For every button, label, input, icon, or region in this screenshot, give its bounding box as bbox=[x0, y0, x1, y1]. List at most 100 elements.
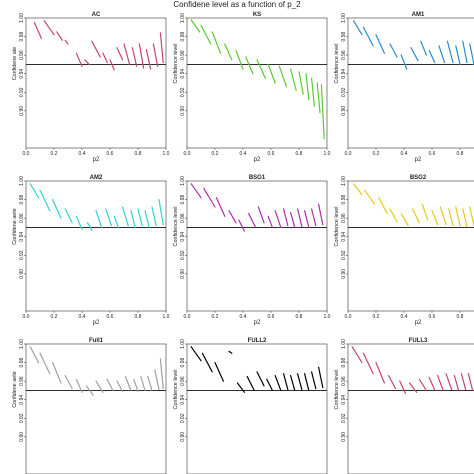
y-axis-label: Confidence level bbox=[173, 370, 179, 410]
y-tick-label: 1.00 bbox=[180, 176, 186, 186]
y-tick-label: 0.96 bbox=[341, 376, 347, 386]
series-segment bbox=[75, 215, 83, 230]
series-segment bbox=[203, 187, 216, 208]
series-segment bbox=[266, 378, 273, 391]
plot-frame bbox=[347, 343, 474, 474]
series-segment bbox=[140, 375, 146, 391]
y-tick-label: 1.00 bbox=[19, 13, 25, 23]
y-tick-label: 0.96 bbox=[180, 50, 186, 60]
panel-title: BSG1 bbox=[249, 175, 266, 181]
y-tick-label: 0.98 bbox=[341, 31, 347, 41]
series-segment bbox=[116, 380, 124, 392]
series-segment bbox=[29, 346, 40, 364]
series-segment bbox=[257, 206, 265, 224]
series bbox=[353, 20, 474, 70]
series-segment bbox=[64, 39, 69, 45]
series-segment bbox=[378, 197, 388, 215]
y-tick-label: 1.00 bbox=[341, 176, 347, 186]
series-segment bbox=[399, 380, 406, 394]
series-segment bbox=[123, 43, 131, 66]
x-tick-label: 0.0 bbox=[184, 151, 191, 157]
series-segment bbox=[455, 45, 461, 66]
series-segment bbox=[420, 40, 427, 56]
x-axis-label: p2 bbox=[93, 157, 100, 163]
series-segment bbox=[43, 20, 55, 36]
x-tick-label: 0.2 bbox=[51, 151, 58, 157]
series-segment bbox=[39, 189, 51, 212]
series-segment bbox=[318, 366, 324, 389]
series-segment bbox=[121, 206, 129, 227]
panel-bsg1: BSG1 0.0 0.2 0.4 0.6 0.8 1.0 1.00 0.98 0.96 0.94 0.… bbox=[173, 175, 331, 326]
x-tick-label: 0.4 bbox=[240, 314, 247, 320]
series-segment bbox=[256, 371, 265, 387]
series-segment bbox=[438, 45, 446, 64]
y-tick-label: 0.98 bbox=[19, 194, 25, 204]
x-tick-label: 1.0 bbox=[163, 151, 170, 157]
x-tick-label: 0.6 bbox=[429, 151, 436, 157]
series-segment bbox=[290, 375, 296, 391]
y-tick-label: 0.94 bbox=[19, 232, 25, 242]
y-tick-label: 0.96 bbox=[180, 376, 186, 386]
x-tick-label: 0.8 bbox=[457, 151, 464, 157]
series-segment bbox=[130, 210, 136, 228]
y-tick-label: 0.98 bbox=[19, 31, 25, 41]
series-segment bbox=[51, 199, 62, 219]
series-segment bbox=[290, 68, 297, 92]
y-tick-label: 0.90 bbox=[180, 106, 186, 116]
series-segment bbox=[388, 375, 397, 390]
y-tick-label: 1.00 bbox=[180, 339, 186, 349]
panel-title: BSG2 bbox=[410, 175, 427, 181]
series-segment bbox=[311, 371, 317, 390]
series-segment bbox=[311, 77, 315, 107]
series-segment bbox=[105, 208, 113, 227]
series-segment bbox=[29, 183, 40, 199]
y-tick-label: 0.92 bbox=[341, 250, 347, 260]
series-segment bbox=[418, 378, 427, 391]
series-segment bbox=[56, 31, 64, 41]
x-tick-label: 1.0 bbox=[163, 314, 170, 320]
y-tick-label: 1.00 bbox=[341, 13, 347, 23]
x-tick-label: 0.4 bbox=[79, 151, 86, 157]
x-tick-label: 0.8 bbox=[135, 151, 142, 157]
x-axis-label: p2 bbox=[415, 320, 422, 326]
series-segment bbox=[410, 47, 419, 62]
series-segment bbox=[190, 19, 201, 33]
y-tick-label: 0.92 bbox=[341, 87, 347, 97]
series-segment bbox=[200, 24, 212, 45]
series-segment bbox=[190, 346, 202, 362]
series-segment bbox=[211, 31, 222, 54]
x-axis-label: p2 bbox=[254, 320, 261, 326]
series-segment bbox=[154, 369, 160, 391]
series-segment bbox=[190, 183, 202, 199]
series bbox=[353, 183, 474, 228]
series-segment bbox=[389, 208, 398, 223]
series-segment bbox=[113, 215, 120, 228]
y-tick-label: 0.90 bbox=[180, 432, 186, 442]
series-segment bbox=[297, 208, 303, 228]
series-segment bbox=[159, 32, 164, 64]
series-segment bbox=[106, 378, 114, 391]
series bbox=[190, 346, 324, 393]
y-tick-label: 1.00 bbox=[341, 339, 347, 349]
series-segment bbox=[453, 375, 460, 391]
series-segment bbox=[411, 208, 420, 224]
x-axis-label: p2 bbox=[415, 157, 422, 163]
y-axis-label: Confidence level bbox=[334, 207, 340, 247]
series-segment bbox=[238, 219, 245, 232]
series-segment bbox=[304, 373, 310, 391]
series bbox=[29, 183, 164, 231]
series-segment bbox=[375, 34, 385, 54]
series-segment bbox=[446, 40, 454, 64]
series bbox=[190, 19, 325, 140]
figure-title: Confidene level as a function of p_2 bbox=[173, 0, 301, 9]
series-segment bbox=[246, 375, 255, 391]
x-tick-label: 0.2 bbox=[373, 151, 380, 157]
series-segment bbox=[353, 20, 363, 36]
series-segment bbox=[86, 222, 93, 231]
y-tick-label: 0.90 bbox=[19, 432, 25, 442]
y-tick-label: 0.90 bbox=[19, 269, 25, 279]
y-tick-label: 0.92 bbox=[180, 250, 186, 260]
plot-frame bbox=[25, 180, 167, 312]
series-segment bbox=[51, 362, 62, 384]
series-segment bbox=[400, 212, 409, 227]
